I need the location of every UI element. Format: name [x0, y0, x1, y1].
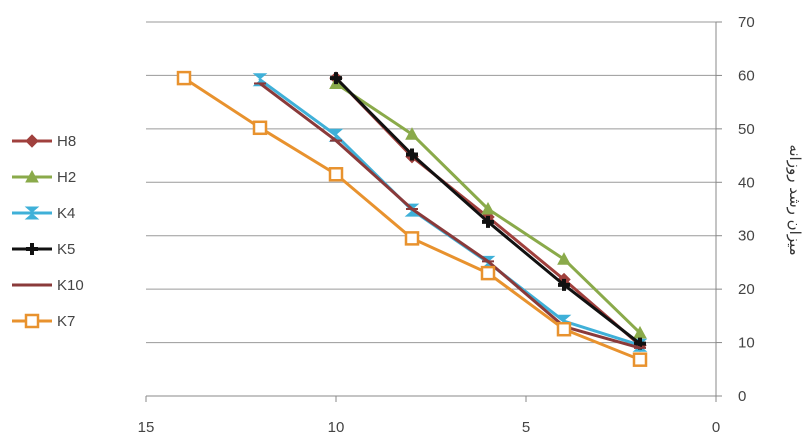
- x-tick-label: 10: [328, 419, 345, 436]
- series-k7: [176, 70, 648, 367]
- series-line-k10: [259, 82, 641, 350]
- series-k4: [252, 73, 648, 352]
- legend-item: K5: [12, 241, 75, 258]
- series-lines: [176, 70, 648, 367]
- x-tick-label: 15: [138, 419, 155, 436]
- y-tick-label: 70: [738, 14, 755, 31]
- data-point: [557, 252, 571, 265]
- y-tick-label: 60: [738, 67, 755, 84]
- legend-item: K10: [12, 277, 84, 294]
- data-point: [481, 201, 495, 215]
- series-k5: [330, 72, 646, 350]
- legend-marker: [25, 134, 39, 148]
- data-point: [558, 278, 570, 291]
- data-point: [405, 127, 419, 140]
- y-tick-label: 50: [738, 121, 755, 138]
- y-tick-label: 20: [738, 281, 755, 298]
- data-point: [252, 120, 268, 136]
- legend-marker: [26, 243, 38, 255]
- data-point: [406, 148, 418, 161]
- x-axis-ticks: 15 10 5 0: [138, 396, 720, 436]
- data-point: [176, 70, 192, 86]
- axes: [146, 22, 717, 397]
- legend-item: K4: [12, 205, 75, 222]
- data-point: [480, 265, 496, 281]
- legend-item: K7: [12, 313, 75, 330]
- legend-marker: [24, 313, 40, 329]
- series-k10: [254, 82, 646, 350]
- legend-label: H2: [57, 169, 76, 186]
- legend-label: H8: [57, 133, 76, 150]
- data-point: [330, 72, 342, 85]
- legend-marker: [25, 169, 39, 183]
- y-tick-label: 10: [738, 335, 755, 352]
- data-point: [556, 321, 572, 337]
- y-tick-label: 30: [738, 228, 755, 245]
- data-point: [482, 215, 494, 228]
- legend-item: H2: [12, 169, 76, 186]
- data-point: [328, 167, 344, 182]
- x-tick-label: 5: [522, 419, 530, 436]
- x-tick-label: 0: [712, 419, 720, 436]
- data-point: [252, 73, 268, 87]
- series-line-k7: [183, 76, 641, 362]
- y-axis-label: میزان رشد روزانه: [786, 144, 804, 255]
- data-point: [632, 352, 648, 367]
- legend-label: K5: [57, 241, 75, 258]
- gridlines: [146, 21, 716, 344]
- y-tick-label: 40: [738, 174, 755, 191]
- legend-label: K7: [57, 313, 75, 330]
- legend-label: K4: [57, 205, 75, 222]
- data-point: [404, 231, 420, 246]
- legend-marker: [24, 206, 40, 220]
- series-line-k4: [259, 78, 641, 347]
- y-tick-label: 0: [738, 388, 746, 405]
- y-axis-ticks: 0 10 20 30 40 50 60 70: [716, 14, 755, 405]
- legend-item: H8: [12, 133, 76, 150]
- legend: H8 H2 K4 K5 K10 K7: [12, 133, 84, 330]
- legend-label: K10: [57, 277, 84, 294]
